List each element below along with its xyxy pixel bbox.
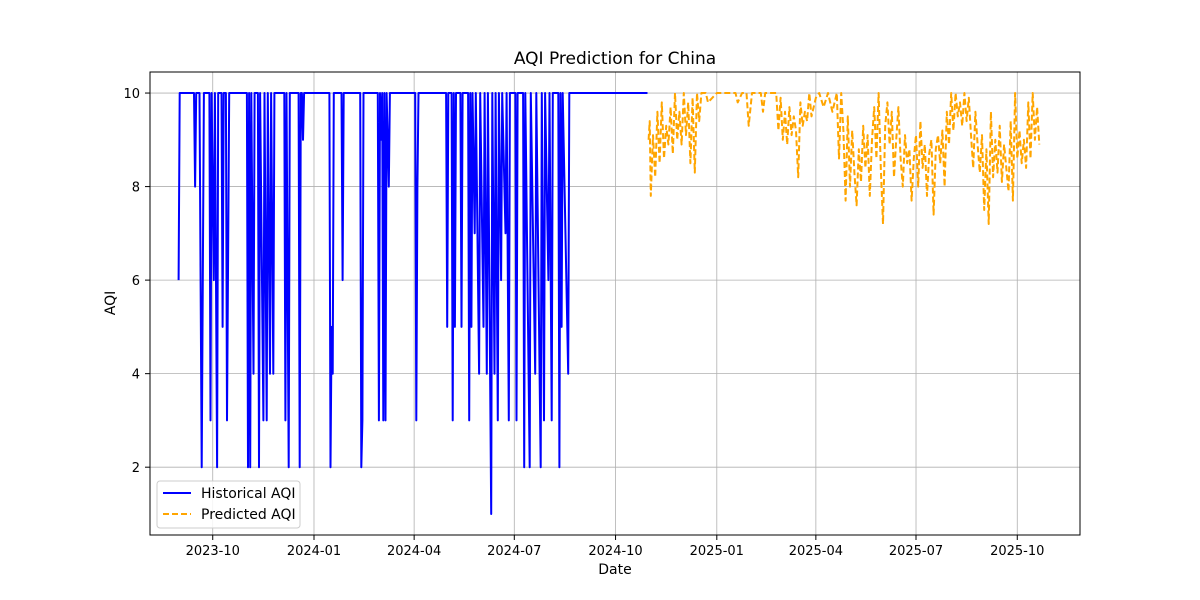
series-line-historical: [177, 92, 648, 515]
y-tick-label: 2: [132, 461, 140, 476]
legend-box: [156, 480, 301, 529]
x-tick-label: 2024-10: [588, 544, 642, 559]
x-tick-label: 2025-07: [889, 544, 943, 559]
legend: Historical AQI Predicted AQI: [156, 480, 301, 529]
legend-label-predicted: Predicted AQI: [201, 507, 296, 523]
y-tick-label: 4: [132, 368, 140, 383]
y-axis-title: AQI: [103, 291, 119, 315]
x-tick-label: 2025-04: [789, 544, 843, 559]
y-tick-label: 6: [132, 274, 140, 289]
x-tick-label: 2025-10: [990, 544, 1044, 559]
plot-area-frame: [149, 71, 1081, 536]
x-tick-label: 2023-10: [186, 544, 240, 559]
plot-lines: [177, 92, 1041, 515]
legend-label-historical: Historical AQI: [201, 486, 296, 502]
x-tick-label: 2024-01: [287, 544, 341, 559]
chart-title: AQI Prediction for China: [514, 49, 716, 69]
series-line-predicted: [647, 92, 1041, 225]
x-axis-title: Date: [598, 562, 631, 578]
x-tick-label: 2024-04: [387, 544, 441, 559]
x-tick-label: 2025-01: [690, 544, 744, 559]
y-tick-label: 8: [132, 181, 140, 196]
x-tick-label: 2024-07: [487, 544, 541, 559]
y-tick-label: 10: [123, 87, 140, 102]
axis-ticks: 2023-10 2024-01 2024-04 2024-07 2024-10 2025-…: [123, 87, 1044, 559]
